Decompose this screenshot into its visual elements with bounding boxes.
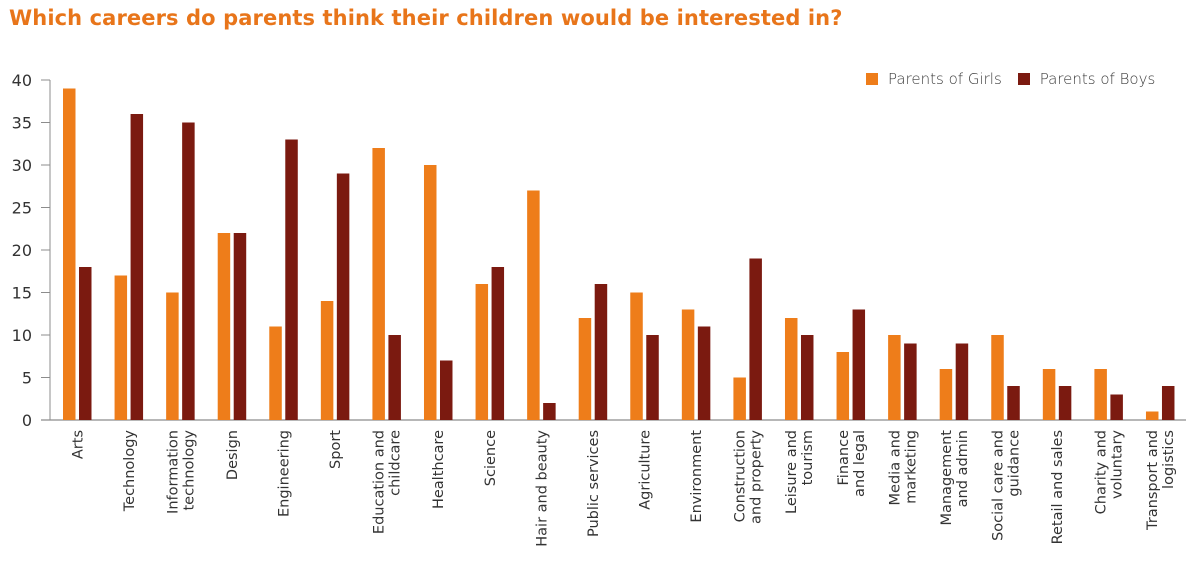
bar-girls	[269, 326, 282, 420]
x-category-label: Retail and sales	[1050, 430, 1066, 544]
bar-girls	[1042, 369, 1056, 420]
x-category-label: marketing	[903, 430, 919, 504]
bar-girls	[939, 369, 953, 420]
x-category-label: Construction	[733, 430, 749, 522]
x-category-label: Science	[483, 430, 499, 486]
bar-boys	[285, 139, 298, 420]
x-category-label: voluntary	[1110, 430, 1126, 499]
x-category-label: Agriculture	[638, 430, 654, 510]
x-category-label: Design	[225, 430, 241, 480]
x-category-label: Management	[939, 430, 955, 526]
y-tick-label: 35	[12, 114, 32, 133]
x-category-label: Leisure and	[784, 430, 800, 514]
x-category-label: Charity and	[1094, 430, 1110, 514]
bar-girls	[681, 309, 695, 420]
category-labels: Arts Technology Information technology Desig…	[70, 430, 1177, 547]
legend: Parents of Girls Parents of Boys	[866, 70, 1171, 88]
bar-girls	[63, 88, 76, 420]
bar-girls	[784, 318, 798, 420]
x-category-label: Healthcare	[431, 430, 447, 509]
y-tick-label: 5	[22, 369, 32, 388]
bar-girls	[320, 301, 334, 420]
bar-boys	[439, 360, 453, 420]
bar-boys	[543, 403, 556, 420]
x-category-label: tourism	[800, 430, 816, 485]
x-category-label: technology	[181, 430, 197, 511]
x-category-label: Transport and	[1145, 430, 1161, 531]
bar-boys	[594, 284, 608, 420]
bar-boys	[388, 335, 401, 420]
bar-girls	[475, 284, 489, 420]
bar-girls	[733, 377, 746, 420]
bar-boys	[336, 173, 350, 420]
bars	[63, 88, 1175, 420]
x-category-label: Media and	[887, 430, 903, 505]
y-tick-label: 25	[12, 199, 32, 218]
bar-boys	[697, 326, 711, 420]
chart-title: Which careers do parents think their chi…	[9, 6, 843, 30]
bar-boys	[1161, 386, 1175, 420]
bar-boys	[182, 122, 195, 420]
bar-boys	[130, 114, 144, 420]
bar-boys	[749, 258, 762, 420]
bar-boys	[955, 343, 969, 420]
y-tick-label: 15	[12, 284, 32, 303]
y-tick-label: 20	[12, 241, 32, 260]
x-category-label: and admin	[955, 430, 971, 507]
bar-girls	[1094, 369, 1107, 420]
legend-item-girls: Parents of Girls	[866, 70, 1002, 88]
x-category-label: Information	[165, 430, 181, 514]
x-category-label: Arts	[70, 430, 86, 459]
x-category-label: childcare	[388, 430, 404, 496]
bar-boys	[1110, 394, 1123, 420]
legend-swatch-girls	[866, 73, 878, 85]
bar-girls	[578, 318, 592, 420]
bar-boys	[852, 309, 866, 420]
bar-girls	[630, 292, 643, 420]
bar-girls	[166, 292, 179, 420]
legend-label-boys: Parents of Boys	[1039, 70, 1156, 88]
bar-boys	[1007, 386, 1020, 420]
bar-girls	[527, 190, 540, 420]
bar-boys	[491, 267, 505, 420]
x-category-label: Environment	[689, 430, 705, 523]
x-category-label: Engineering	[277, 430, 293, 517]
x-category-label: Education and	[372, 430, 388, 534]
bar-boys	[904, 343, 917, 420]
x-category-label: and property	[749, 430, 765, 524]
bar-girls	[836, 352, 850, 420]
bar-girls	[114, 275, 128, 420]
y-tick-label: 30	[12, 156, 32, 175]
bar-boys	[800, 335, 814, 420]
x-category-label: Public services	[586, 430, 602, 537]
x-category-label: Hair and beauty	[534, 430, 550, 547]
x-category-label: Sport	[328, 430, 344, 469]
x-category-label: and legal	[852, 430, 868, 497]
y-tick-label: 0	[22, 411, 32, 430]
x-category-label: Technology	[122, 430, 138, 513]
bar-girls	[991, 335, 1004, 420]
y-axis: 0 5 10 15 20 25 30 35 40	[12, 71, 51, 430]
bar-girls	[888, 335, 901, 420]
bar-boys	[79, 267, 92, 420]
legend-item-boys: Parents of Boys	[1017, 70, 1156, 88]
bar-boys	[646, 335, 659, 420]
y-tick-label: 10	[12, 326, 32, 345]
bar-girls	[372, 148, 385, 420]
x-category-label: logistics	[1161, 430, 1177, 489]
x-category-label: Finance	[836, 430, 852, 486]
bar-boys	[233, 233, 247, 420]
bar-girls	[217, 233, 231, 420]
y-tick-label: 40	[12, 71, 32, 90]
bar-boys	[1058, 386, 1072, 420]
legend-label-girls: Parents of Girls	[888, 70, 1002, 88]
bar-girls	[423, 165, 437, 420]
x-category-label: Social care and	[991, 430, 1007, 541]
x-category-label: guidance	[1007, 430, 1023, 497]
bar-girls	[1145, 411, 1159, 420]
legend-swatch-boys	[1017, 73, 1030, 85]
